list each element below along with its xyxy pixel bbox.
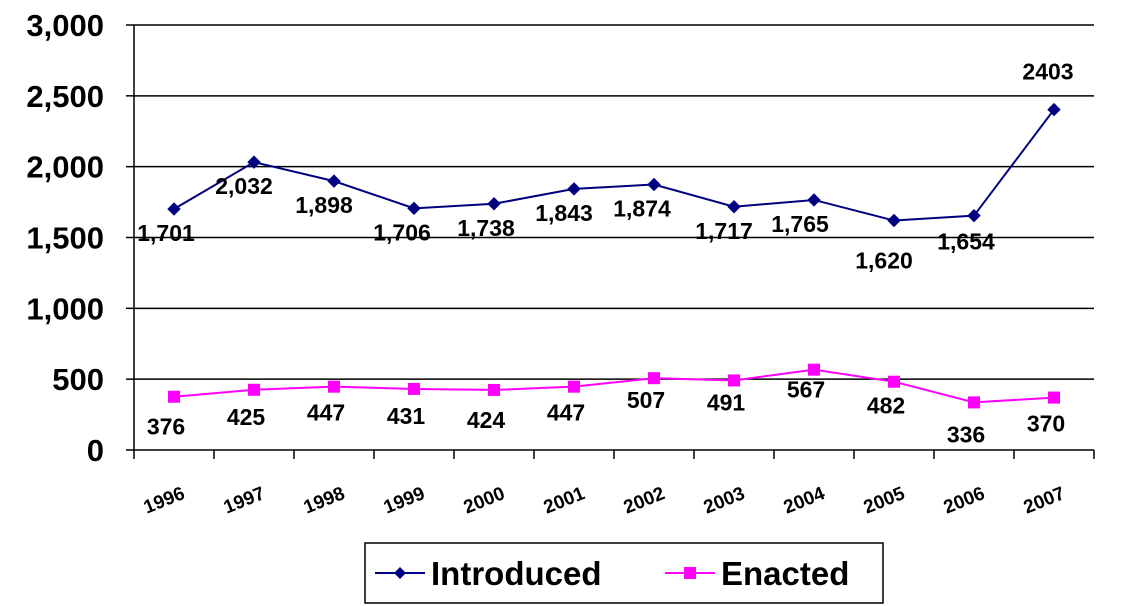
data-point-introduced bbox=[407, 201, 421, 216]
data-label-enacted: 370 bbox=[1027, 411, 1065, 437]
x-tick-label: 2004 bbox=[781, 483, 828, 518]
data-point-introduced bbox=[167, 202, 181, 216]
x-tick-label: 2000 bbox=[461, 483, 508, 518]
data-point-introduced bbox=[647, 177, 661, 192]
data-label-introduced: 1,843 bbox=[535, 200, 593, 226]
data-label-enacted: 482 bbox=[867, 393, 905, 419]
series-line-introduced bbox=[173, 108, 1055, 222]
y-tick-label: 1,000 bbox=[26, 291, 104, 326]
data-point-enacted bbox=[888, 375, 900, 388]
x-tick-label: 1997 bbox=[221, 483, 268, 518]
data-point-introduced bbox=[327, 174, 341, 188]
data-point-enacted bbox=[248, 383, 260, 396]
data-label-enacted: 447 bbox=[307, 400, 345, 426]
data-point-enacted bbox=[968, 396, 980, 409]
legend-marker-enacted bbox=[684, 567, 696, 579]
data-point-enacted bbox=[488, 383, 500, 396]
data-point-introduced bbox=[807, 193, 821, 207]
y-tick-label: 0 bbox=[87, 433, 104, 468]
x-tick-label: 1999 bbox=[381, 483, 428, 518]
data-point-enacted bbox=[728, 374, 740, 387]
data-label-introduced: 1,898 bbox=[295, 192, 353, 218]
y-tick-label: 500 bbox=[52, 362, 104, 397]
x-tick-label: 2007 bbox=[1021, 483, 1068, 518]
x-tick-label: 2003 bbox=[701, 483, 748, 518]
x-tick-label: 2006 bbox=[941, 483, 988, 518]
y-tick-label: 3,000 bbox=[26, 8, 104, 43]
data-point-enacted bbox=[408, 382, 420, 395]
data-label-enacted: 491 bbox=[707, 389, 746, 415]
data-label-introduced: 1,706 bbox=[373, 219, 431, 245]
x-tick-label: 2001 bbox=[541, 483, 588, 518]
legend-label-introduced: Introduced bbox=[431, 555, 602, 592]
y-tick-label: 2,000 bbox=[26, 150, 104, 185]
data-point-enacted bbox=[328, 380, 340, 393]
data-point-introduced bbox=[1047, 102, 1061, 117]
gridlines bbox=[134, 24, 1094, 380]
data-point-introduced bbox=[967, 208, 981, 223]
data-label-introduced: 1,765 bbox=[771, 211, 829, 237]
x-tick-label: 2005 bbox=[861, 483, 908, 518]
data-point-enacted bbox=[808, 363, 820, 376]
data-label-enacted: 567 bbox=[787, 377, 825, 403]
data-label-introduced: 1,701 bbox=[137, 220, 195, 246]
data-label-introduced: 1,738 bbox=[457, 215, 515, 241]
x-axis-ticks: 1996 1997 1998 1999 2000 2001 2002 2003 2004 2005… bbox=[133, 450, 1095, 518]
series-line-enacted bbox=[173, 368, 1055, 404]
x-tick-label: 1998 bbox=[301, 483, 348, 518]
data-point-enacted bbox=[568, 380, 580, 393]
data-label-introduced: 2,032 bbox=[215, 173, 273, 199]
legend-box bbox=[364, 542, 884, 604]
y-axis-ticks: 0 500 1,000 1,500 2,000 2,500 3,000 bbox=[26, 8, 134, 468]
data-label-enacted: 507 bbox=[627, 387, 665, 413]
data-label-enacted: 431 bbox=[387, 403, 426, 429]
data-label-enacted: 447 bbox=[547, 400, 585, 426]
data-point-enacted bbox=[168, 390, 180, 403]
legend: Introduced Enacted bbox=[364, 542, 884, 604]
legend-label-enacted: Enacted bbox=[721, 555, 849, 592]
data-point-introduced bbox=[567, 182, 581, 196]
y-tick-label: 2,500 bbox=[26, 79, 104, 114]
data-label-enacted: 336 bbox=[947, 421, 985, 447]
data-label-introduced: 1,874 bbox=[613, 196, 671, 222]
data-point-enacted bbox=[648, 372, 660, 385]
data-label-introduced: 1,620 bbox=[855, 248, 913, 274]
data-label-introduced: 1,717 bbox=[695, 218, 753, 244]
y-tick-label: 1,500 bbox=[26, 221, 104, 256]
data-label-enacted: 376 bbox=[147, 414, 185, 440]
data-point-introduced bbox=[487, 197, 501, 211]
data-label-introduced: 2403 bbox=[1022, 59, 1073, 85]
data-point-enacted bbox=[1048, 391, 1060, 404]
data-point-introduced bbox=[247, 155, 261, 169]
data-point-introduced bbox=[887, 213, 901, 228]
x-tick-label: 1996 bbox=[141, 483, 188, 518]
data-point-introduced bbox=[727, 200, 741, 214]
data-label-enacted: 425 bbox=[227, 404, 266, 430]
series-layer bbox=[167, 102, 1061, 409]
data-label-introduced: 1,654 bbox=[937, 229, 995, 255]
legend-marker-introduced bbox=[394, 567, 406, 579]
data-label-enacted: 424 bbox=[467, 407, 506, 433]
x-tick-label: 2002 bbox=[621, 483, 668, 518]
data-labels: 1,701 2,032 1,898 1,706 1,738 1,843 1,874 1,717… bbox=[137, 59, 1073, 448]
